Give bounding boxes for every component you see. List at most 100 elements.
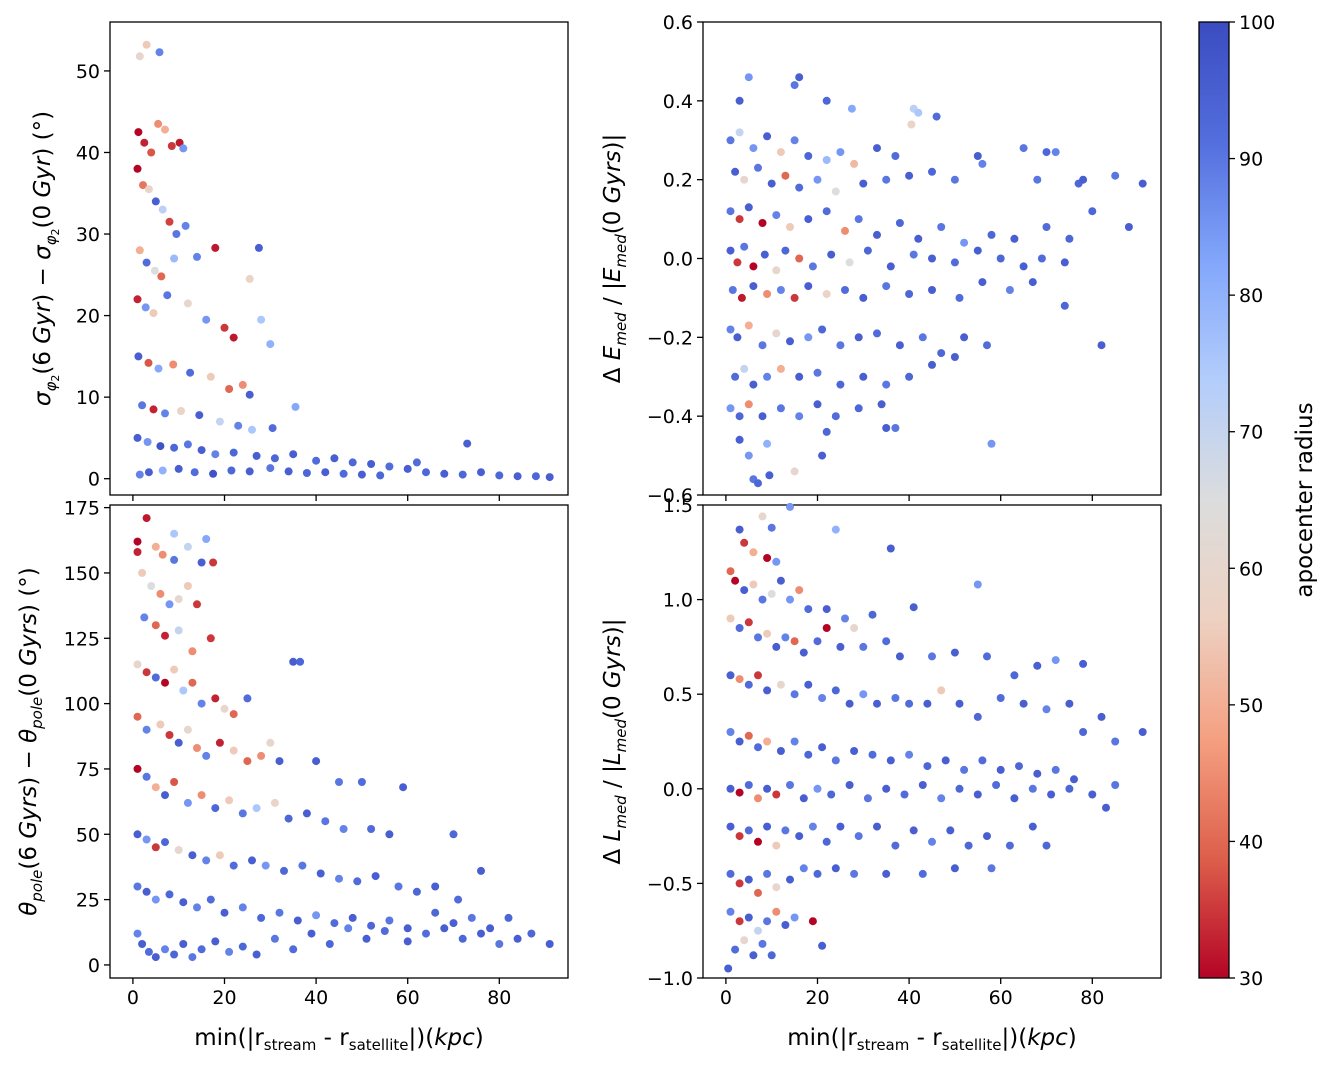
scatter-point	[142, 668, 151, 677]
scatter-point	[749, 580, 758, 589]
scatter-point	[950, 258, 959, 267]
scatter-point	[923, 762, 932, 771]
scatter-point	[813, 869, 822, 878]
scatter-point	[513, 934, 522, 943]
scatter-point	[744, 875, 753, 884]
scatter-point	[914, 234, 923, 243]
scatter-point	[186, 368, 195, 377]
scatter-point	[733, 333, 742, 342]
scatter-point	[134, 352, 143, 361]
scatter-point	[1079, 175, 1088, 184]
scatter-point	[836, 148, 845, 157]
scatter-point	[431, 882, 440, 891]
scatter-point	[248, 425, 256, 434]
scatter-point	[1138, 728, 1147, 736]
y-tick-label: 100	[64, 694, 100, 716]
y-tick-label: 20	[76, 306, 100, 328]
scatter-point	[790, 136, 799, 145]
scatter-point	[987, 439, 996, 448]
scatter-point	[937, 794, 946, 803]
scatter-point	[275, 757, 284, 766]
scatter-point	[312, 757, 321, 766]
x-ticks	[725, 495, 1093, 501]
scatter-point	[804, 282, 813, 291]
scatter-point	[744, 731, 753, 740]
scatter-point	[403, 924, 412, 933]
scatter-point	[868, 610, 877, 619]
scatter-point	[728, 286, 737, 294]
scatter-points	[133, 40, 554, 482]
scatter-point	[220, 704, 229, 713]
scatter-point	[367, 921, 376, 930]
scatter-point	[211, 937, 220, 946]
colorbar-frame	[1198, 21, 1230, 979]
scatter-point	[380, 927, 389, 935]
scatter-point	[302, 469, 311, 477]
scatter-point	[1042, 148, 1051, 157]
y-tick-label: 50	[76, 824, 100, 846]
scatter-point	[399, 783, 408, 792]
scatter-point	[877, 400, 886, 409]
scatter-point	[266, 340, 275, 349]
scatter-point	[859, 642, 868, 651]
scatter-point	[1010, 671, 1019, 680]
scatter-point	[357, 778, 366, 786]
scatter-point	[454, 895, 463, 904]
scatter-point	[270, 934, 279, 943]
scatter-point	[206, 372, 215, 381]
y-tick-label: −1.0	[647, 968, 693, 990]
scatter-point	[882, 869, 891, 878]
scatter-point	[841, 286, 849, 294]
panel-top-right: −0.6 −0.4 −0.2 0.0 0.2 0.4 0.6 Δ Emed / |Emed(…	[600, 12, 1162, 507]
scatter-point	[804, 750, 813, 759]
scatter-point	[735, 215, 744, 224]
scatter-point	[804, 605, 813, 614]
scatter-point	[758, 512, 767, 521]
scatter-point	[850, 624, 859, 632]
scatter-point	[1070, 775, 1078, 784]
colorbar-tick-label: 50	[1239, 695, 1263, 717]
scatter-point	[154, 364, 163, 373]
scatter-point	[907, 120, 916, 129]
scatter-point	[289, 450, 298, 459]
scatter-point	[754, 479, 762, 488]
scatter-point	[786, 595, 794, 604]
scatter-point	[763, 372, 772, 381]
scatter-point	[744, 680, 753, 689]
scatter-point	[763, 822, 772, 831]
scatter-point	[151, 673, 160, 682]
y-tick-label: −0.2	[647, 327, 693, 349]
scatter-point	[776, 747, 785, 755]
scatter-point	[905, 372, 914, 381]
scatter-point	[238, 903, 247, 912]
scatter-point	[179, 898, 188, 907]
scatter-point	[1037, 254, 1046, 263]
scatter-point	[1111, 737, 1120, 746]
x-tick-label: 20	[805, 987, 829, 1009]
scatter-point	[733, 258, 742, 267]
scatter-point	[209, 558, 218, 567]
scatter-point	[321, 817, 330, 826]
scatter-point	[882, 175, 891, 184]
scatter-point	[772, 329, 781, 338]
y-tick-label: 25	[76, 890, 100, 912]
scatter-point	[229, 710, 238, 719]
scatter-point	[197, 945, 206, 954]
y-tick-label: 0.5	[663, 684, 693, 706]
scatter-point	[403, 937, 412, 946]
y-tick-label: −0.6	[647, 485, 693, 507]
scatter-point	[763, 629, 772, 638]
scatter-point	[813, 400, 822, 409]
scatter-point	[161, 945, 169, 954]
scatter-point	[950, 864, 959, 873]
scatter-point	[1060, 301, 1069, 310]
scatter-point	[763, 439, 772, 448]
scatter-point	[726, 207, 735, 216]
scatter-point	[149, 405, 158, 414]
scatter-point	[1065, 234, 1074, 243]
scatter-point	[155, 48, 164, 57]
scatter-point	[348, 913, 357, 922]
scatter-point	[211, 694, 220, 703]
scatter-point	[147, 148, 156, 157]
y-tick-label: 1.5	[663, 495, 693, 517]
